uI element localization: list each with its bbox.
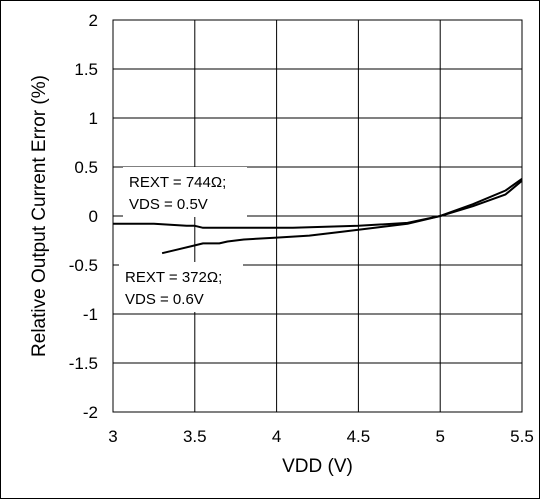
- y-tick-label: -1: [83, 305, 98, 324]
- y-tick-label: -2: [83, 403, 98, 422]
- y-tick-label: 0.5: [74, 158, 98, 177]
- annotation-background: [123, 167, 247, 217]
- series-layer: [113, 177, 523, 255]
- y-tick-labels: 2 1.5 1 0.5 0 -0.5 -1 -1.5 -2: [69, 11, 98, 422]
- y-tick-label: -0.5: [69, 256, 98, 275]
- annotation-background: [119, 262, 243, 312]
- x-tick-label: 3: [108, 427, 117, 446]
- y-tick-label: -1.5: [69, 354, 98, 373]
- y-tick-label: 1: [89, 109, 98, 128]
- x-tick-label: 5.5: [510, 427, 534, 446]
- series-annotation-line: VDS = 0.6V: [125, 291, 204, 308]
- series-line-2: [161, 177, 523, 255]
- x-tick-label: 3.5: [183, 427, 207, 446]
- x-tick-label: 4: [272, 427, 281, 446]
- x-tick-label: 4.5: [347, 427, 371, 446]
- y-tick-label: 1.5: [74, 60, 98, 79]
- y-tick-label: 0: [89, 207, 98, 226]
- plot-area: [112, 19, 523, 413]
- series-annotation-line: REXT = 744Ω;: [129, 174, 226, 191]
- series-annotations: REXT = 744Ω; VDS = 0.5V REXT = 372Ω; VDS = …: [119, 167, 247, 312]
- y-tick-label: 2: [89, 11, 98, 30]
- series-line-1: [113, 179, 523, 229]
- series-annotation-line: REXT = 372Ω;: [125, 269, 222, 286]
- x-tick-label: 5: [435, 427, 444, 446]
- x-axis-label: VDD (V): [282, 456, 353, 477]
- series-annotation-line: VDS = 0.5V: [129, 196, 208, 213]
- x-tick-labels: 3 3.5 4 4.5 5 5.5: [108, 427, 534, 446]
- y-axis-label: Relative Output Current Error (%): [29, 75, 50, 357]
